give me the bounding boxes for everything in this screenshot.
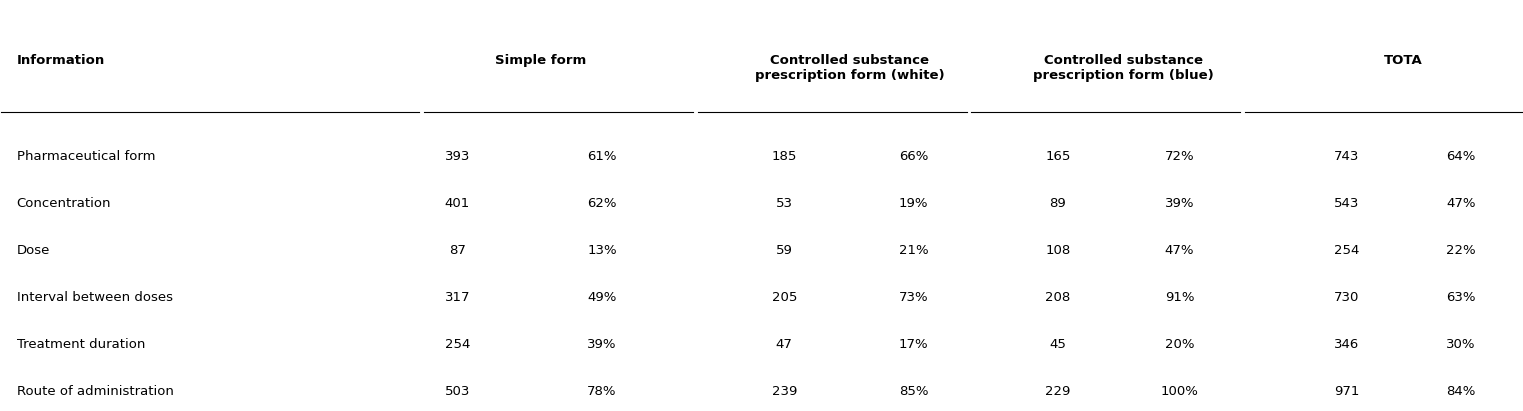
Text: 63%: 63%	[1445, 291, 1476, 304]
Text: 72%: 72%	[1165, 150, 1194, 164]
Text: 743: 743	[1334, 150, 1360, 164]
Text: 78%: 78%	[588, 385, 617, 398]
Text: Simple form: Simple form	[495, 55, 586, 67]
Text: 108: 108	[1045, 244, 1071, 257]
Text: 62%: 62%	[588, 197, 617, 210]
Text: 39%: 39%	[1165, 197, 1194, 210]
Text: 73%: 73%	[899, 291, 929, 304]
Text: Dose: Dose	[17, 244, 50, 257]
Text: 205: 205	[772, 291, 797, 304]
Text: 49%: 49%	[588, 291, 617, 304]
Text: 393: 393	[445, 150, 471, 164]
Text: 165: 165	[1045, 150, 1071, 164]
Text: 66%: 66%	[899, 150, 928, 164]
Text: Treatment duration: Treatment duration	[17, 338, 145, 351]
Text: 47: 47	[775, 338, 793, 351]
Text: 64%: 64%	[1447, 150, 1476, 164]
Text: 22%: 22%	[1445, 244, 1476, 257]
Text: 254: 254	[445, 338, 471, 351]
Text: TOTA: TOTA	[1384, 55, 1422, 67]
Text: 401: 401	[445, 197, 471, 210]
Text: 100%: 100%	[1161, 385, 1199, 398]
Text: 84%: 84%	[1447, 385, 1476, 398]
Text: 13%: 13%	[586, 244, 617, 257]
Text: 53: 53	[775, 197, 793, 210]
Text: 91%: 91%	[1165, 291, 1194, 304]
Text: 17%: 17%	[899, 338, 929, 351]
Text: Interval between doses: Interval between doses	[17, 291, 172, 304]
Text: Information: Information	[17, 55, 105, 67]
Text: 20%: 20%	[1165, 338, 1194, 351]
Text: 59: 59	[775, 244, 793, 257]
Text: 239: 239	[772, 385, 797, 398]
Text: 503: 503	[445, 385, 471, 398]
Text: 30%: 30%	[1445, 338, 1476, 351]
Text: 971: 971	[1334, 385, 1360, 398]
Text: 185: 185	[772, 150, 797, 164]
Text: 89: 89	[1049, 197, 1066, 210]
Text: 47%: 47%	[1445, 197, 1476, 210]
Text: 87: 87	[449, 244, 466, 257]
Text: 47%: 47%	[1165, 244, 1194, 257]
Text: 543: 543	[1334, 197, 1360, 210]
Text: 45: 45	[1049, 338, 1066, 351]
Text: 346: 346	[1334, 338, 1360, 351]
Text: Controlled substance
prescription form (white): Controlled substance prescription form (…	[755, 55, 944, 83]
Text: 19%: 19%	[899, 197, 929, 210]
Text: 730: 730	[1334, 291, 1360, 304]
Text: 61%: 61%	[588, 150, 617, 164]
Text: 254: 254	[1334, 244, 1360, 257]
Text: Controlled substance
prescription form (blue): Controlled substance prescription form (…	[1033, 55, 1214, 83]
Text: Concentration: Concentration	[17, 197, 111, 210]
Text: 208: 208	[1045, 291, 1071, 304]
Text: Pharmaceutical form: Pharmaceutical form	[17, 150, 155, 164]
Text: 317: 317	[445, 291, 471, 304]
Text: 229: 229	[1045, 385, 1071, 398]
Text: 21%: 21%	[899, 244, 929, 257]
Text: 85%: 85%	[899, 385, 929, 398]
Text: 39%: 39%	[588, 338, 617, 351]
Text: Route of administration: Route of administration	[17, 385, 174, 398]
